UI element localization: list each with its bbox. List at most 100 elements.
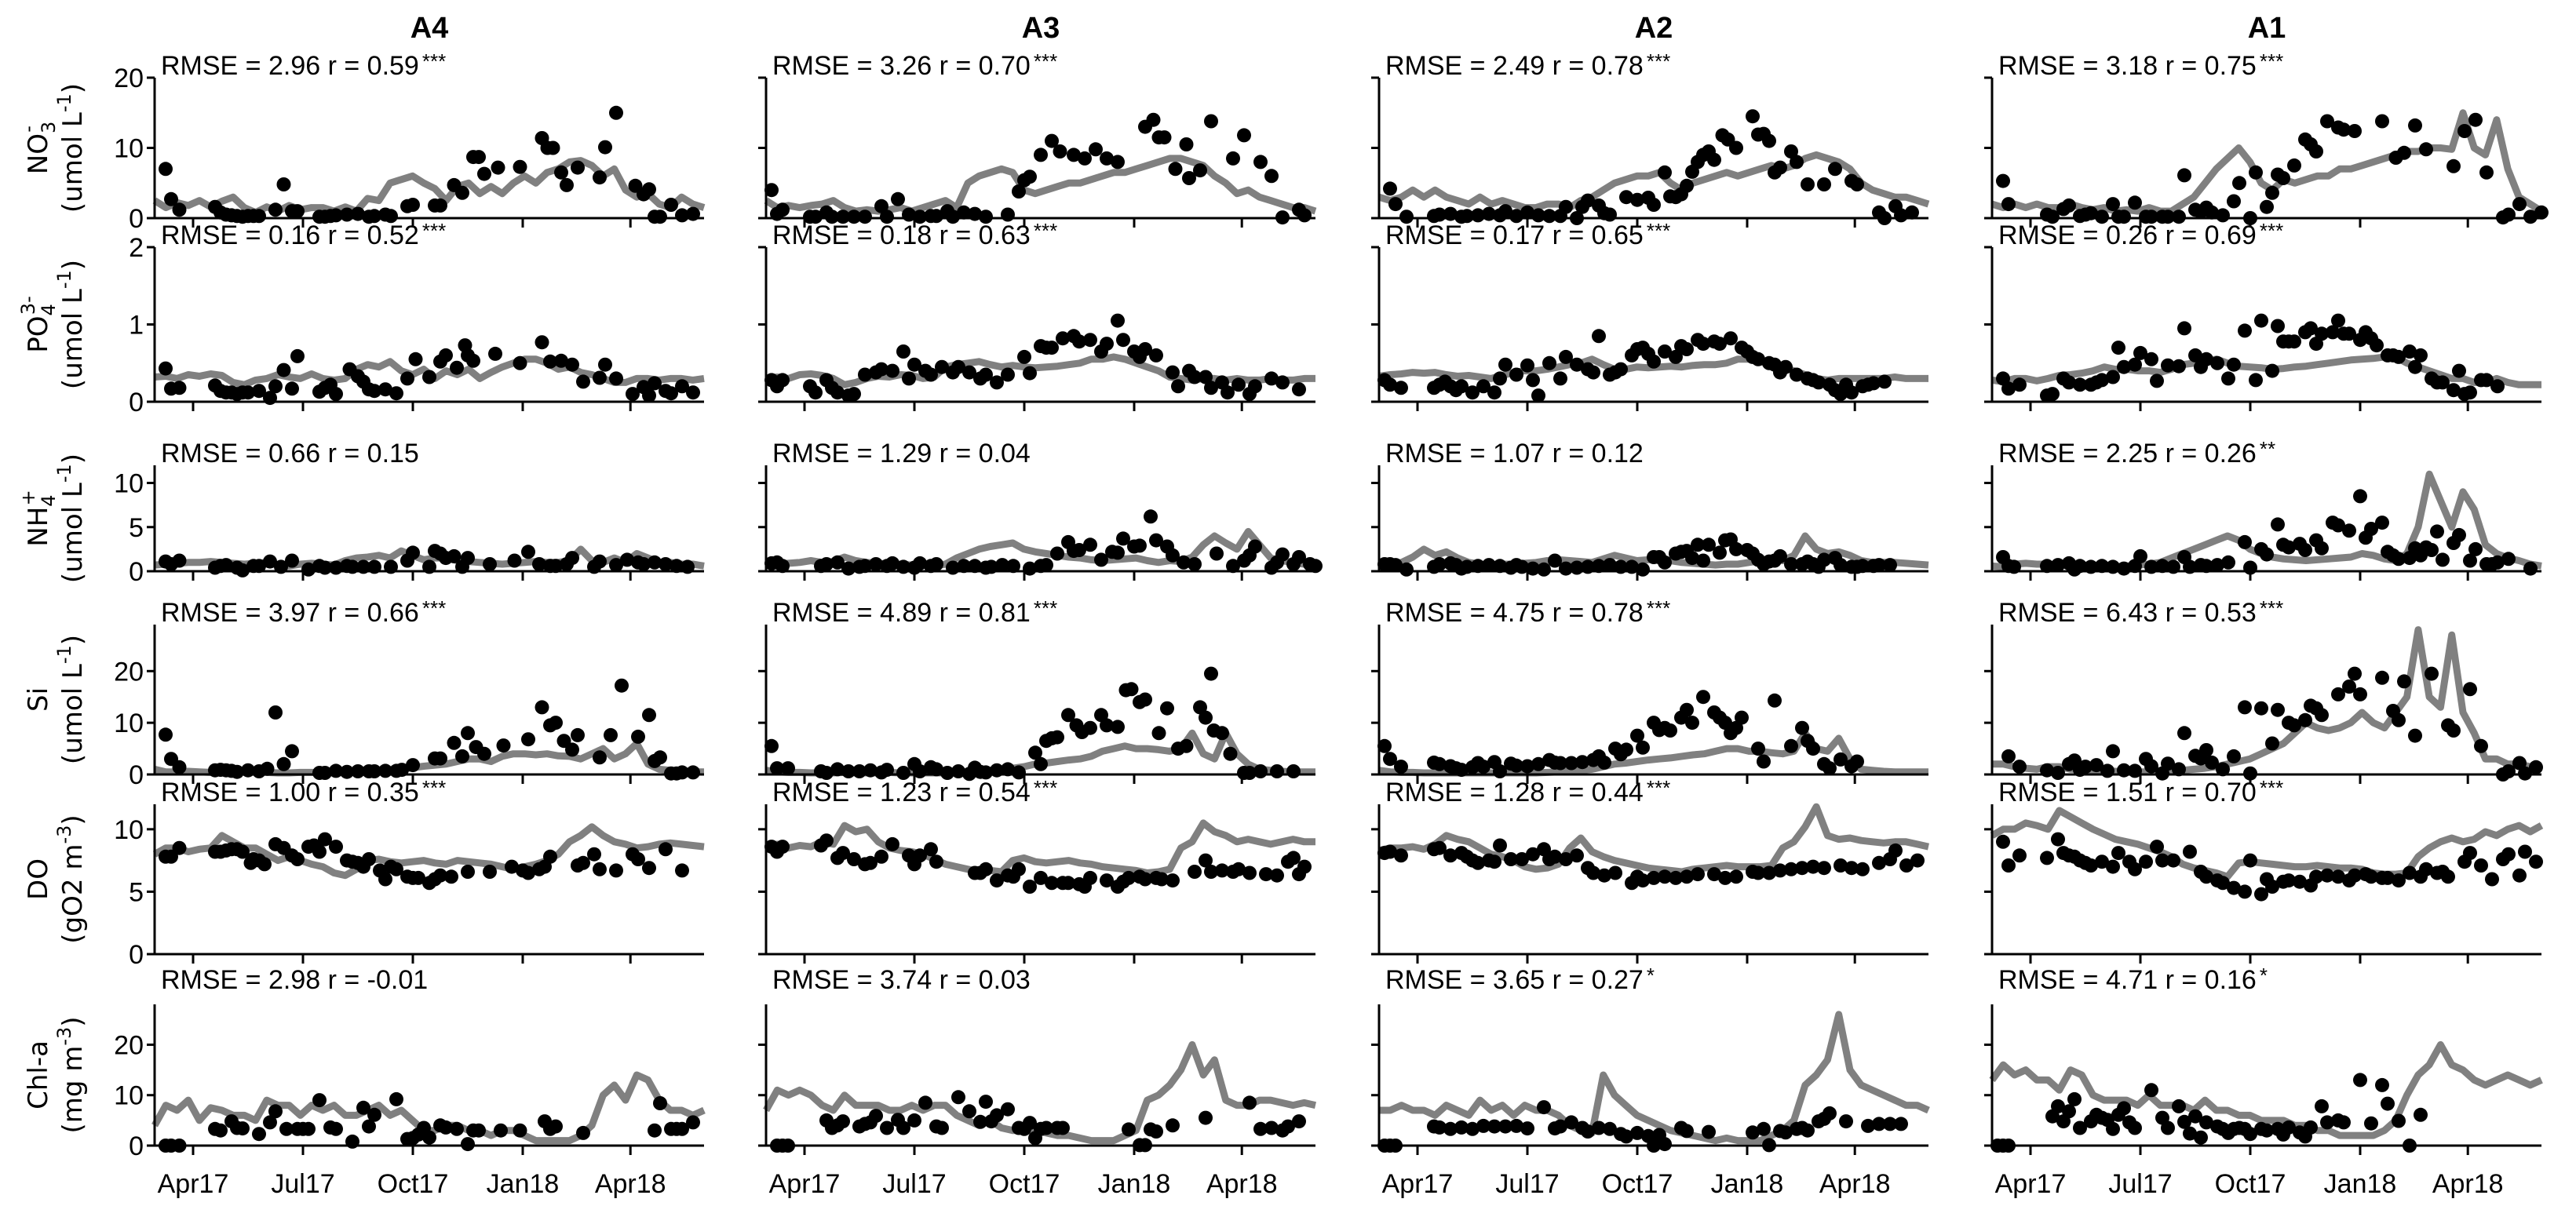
observed-point <box>885 363 899 378</box>
observed-point <box>1570 357 1584 372</box>
rmse-text: RMSE = 4.89 r = 0.81 <box>772 598 1031 628</box>
x-tick-label: Apr18 <box>595 1169 666 1199</box>
observed-point <box>1548 553 1562 568</box>
observed-point <box>1242 865 1257 880</box>
observed-point <box>2479 373 2494 388</box>
observed-point <box>2045 387 2060 402</box>
observed-point <box>301 1121 316 1136</box>
observed-point <box>1996 173 2010 188</box>
observed-point <box>2073 1120 2087 1135</box>
x-tick-label: Jul17 <box>1495 1169 1559 1199</box>
observed-point <box>2144 1083 2158 1098</box>
panel-a2-no3: RMSE = 2.49 r = 0.78 *** <box>1371 49 1930 228</box>
rmse-text: RMSE = 3.18 r = 0.75 <box>1998 51 2257 81</box>
observed-point <box>1801 1123 1815 1138</box>
observed-point <box>496 738 511 753</box>
observed-point <box>1608 865 1622 880</box>
observed-point <box>2315 708 2329 723</box>
observed-point <box>951 359 965 374</box>
observed-point <box>2425 543 2439 557</box>
observed-point <box>2106 744 2120 759</box>
observed-point <box>1855 862 1870 876</box>
observed-point <box>1905 205 1919 220</box>
observed-point <box>279 1121 294 1136</box>
observed-point <box>1619 742 1633 757</box>
observed-point <box>1559 199 1573 214</box>
observed-point <box>913 848 927 863</box>
x-tick-label: Jan18 <box>1098 1169 1171 1199</box>
observed-point <box>2518 844 2532 859</box>
observed-point <box>2012 377 2027 392</box>
observed-point <box>433 751 447 766</box>
observed-point <box>2210 355 2224 370</box>
observed-point <box>276 363 291 377</box>
observed-point <box>2001 858 2016 873</box>
observed-point <box>1078 151 1092 166</box>
observed-points <box>1377 838 1925 891</box>
observed-point <box>1166 1118 1180 1133</box>
observed-point <box>1575 755 1589 770</box>
observed-point <box>2326 325 2340 340</box>
observed-point <box>642 708 656 723</box>
observed-point <box>2199 1115 2213 1130</box>
stat-annotation: RMSE = 2.96 r = 0.59 *** <box>161 49 446 81</box>
observed-point <box>2177 321 2191 336</box>
observed-point <box>1735 710 1749 725</box>
observed-point <box>329 387 343 402</box>
observed-point <box>2414 1107 2428 1122</box>
observed-point <box>1559 852 1573 866</box>
observed-point <box>1713 545 1727 560</box>
observed-point <box>461 1137 475 1152</box>
observed-point <box>1177 555 1191 570</box>
observed-point <box>1034 148 1048 162</box>
observed-point <box>885 556 899 570</box>
significance-stars: *** <box>1647 776 1670 800</box>
observed-point <box>1204 865 1218 879</box>
observed-point <box>979 765 993 780</box>
observed-point <box>775 202 790 217</box>
observed-point <box>2282 540 2296 555</box>
observed-point <box>830 555 845 570</box>
observed-point <box>318 832 332 847</box>
observed-point <box>1658 165 1672 180</box>
observed-point <box>830 762 845 777</box>
observed-point <box>1520 358 1534 373</box>
observed-point <box>1603 207 1617 222</box>
observed-point <box>1199 853 1213 868</box>
observed-point <box>2364 522 2378 536</box>
significance-stars: *** <box>1647 49 1670 73</box>
observed-point <box>896 766 910 780</box>
observed-point <box>1888 843 1903 858</box>
observed-point <box>1509 1118 1523 1133</box>
observed-point <box>2282 1120 2296 1135</box>
panel-a4-chla: 0 10 20 Apr17 Jul17 Oct17 Jan18 Apr18 RMSE = 2.9… <box>23 965 706 1199</box>
observed-point <box>172 553 187 568</box>
observed-point <box>1443 848 1458 863</box>
observed-point <box>1056 1120 1070 1135</box>
observed-point <box>1171 379 1185 394</box>
observed-point <box>2095 373 2109 388</box>
rmse-text: RMSE = 0.18 r = 0.63 <box>772 220 1031 250</box>
observed-point <box>1795 720 1809 735</box>
observed-point <box>1204 114 1218 129</box>
observed-point <box>2073 377 2087 392</box>
observed-point <box>907 357 921 372</box>
observed-point <box>609 105 623 120</box>
x-tick-label: Oct17 <box>378 1169 449 1199</box>
observed-point <box>2144 352 2158 366</box>
observed-point <box>869 1109 883 1124</box>
observed-point <box>1144 509 1158 524</box>
observed-point <box>1647 198 1661 212</box>
observed-point <box>2370 338 2384 353</box>
y-tick-label: 10 <box>114 815 144 845</box>
observed-point <box>604 727 618 742</box>
observed-points <box>159 335 700 406</box>
observed-point <box>1034 870 1048 885</box>
observed-point <box>235 1121 250 1136</box>
observed-point <box>1619 1129 1633 1144</box>
model-line <box>154 545 705 570</box>
y-tick-label: 0 <box>129 388 144 417</box>
observed-point <box>2155 559 2169 574</box>
observed-point <box>979 367 993 382</box>
observed-point <box>576 1125 590 1140</box>
